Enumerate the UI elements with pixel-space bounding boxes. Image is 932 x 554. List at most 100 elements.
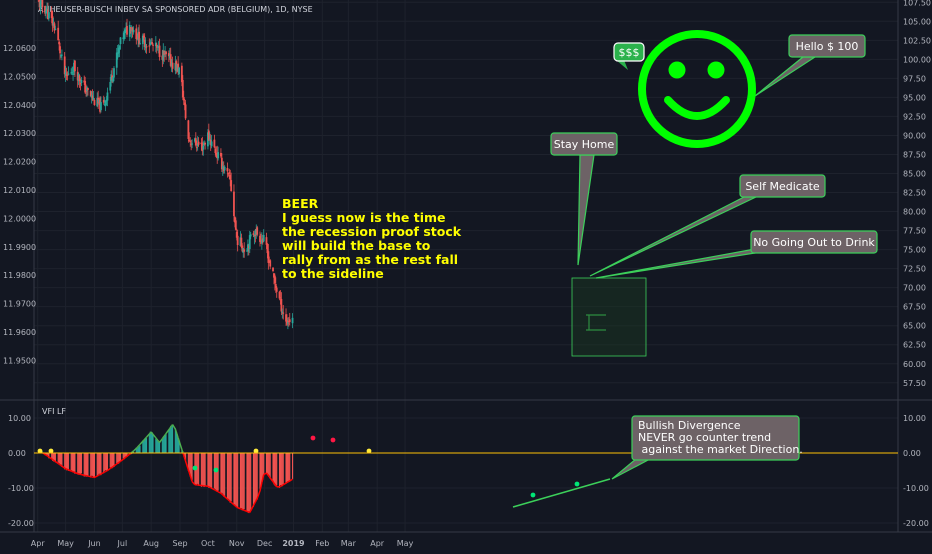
vfi-line-segment — [217, 491, 218, 492]
vfi-line-segment — [262, 479, 263, 483]
vfi-line-segment — [230, 501, 231, 502]
candle-body — [214, 140, 216, 148]
candle-body — [211, 141, 213, 146]
vfi-line-segment — [260, 487, 261, 491]
vfi-line-segment — [157, 439, 158, 440]
vfi-line-segment — [253, 504, 254, 506]
candle-body — [81, 80, 83, 83]
vfi-line-segment — [111, 467, 112, 468]
vfi-line-segment — [165, 434, 166, 435]
vfi-line-segment — [54, 460, 55, 461]
divergence-line-text: against the market Direction. — [638, 443, 803, 456]
vfi-line-segment — [190, 476, 191, 479]
vfi-line-segment — [46, 455, 47, 456]
vfi-line-segment — [274, 483, 275, 484]
vfi-title: VFI LF — [42, 407, 66, 416]
price-tick-label: 77.50 — [903, 227, 926, 236]
left-tick-label: 12.0400 — [3, 101, 36, 110]
candle-body — [272, 268, 274, 271]
left-tick-label: 11.9600 — [3, 328, 36, 337]
vfi-tick-label-right: -10.00 — [903, 484, 929, 493]
vfi-line-segment — [100, 474, 101, 475]
candle-body — [289, 319, 291, 322]
time-tick-label: Mar — [341, 539, 357, 548]
vfi-line-segment — [144, 439, 145, 440]
vfi-line-segment — [211, 488, 212, 489]
vfi-line-segment — [138, 445, 139, 446]
left-tick-label: 12.0300 — [3, 129, 36, 138]
vfi-line-segment — [104, 472, 105, 473]
vfi-line-segment — [287, 482, 288, 483]
candle-body — [250, 234, 252, 236]
candle-body — [178, 68, 180, 75]
time-tick-label: Apr — [31, 539, 46, 548]
vfi-line-segment — [236, 506, 237, 507]
candle-body — [237, 236, 239, 245]
candle-body — [172, 63, 174, 69]
vfi-line-segment — [59, 464, 60, 465]
candle-body — [243, 249, 245, 251]
vfi-signal-dot — [214, 468, 219, 473]
vfi-tick-label-left: 10.00 — [8, 414, 31, 423]
vfi-line-segment — [139, 444, 140, 445]
price-tick-label: 107.50 — [903, 0, 931, 7]
vfi-line-segment — [118, 463, 119, 464]
vfi-tick-label-right: 0.00 — [903, 449, 921, 458]
callout-label: Self Medicate — [745, 180, 820, 193]
vfi-line-segment — [163, 436, 164, 437]
vfi-line-segment — [146, 437, 147, 438]
price-tick-label: 102.50 — [903, 36, 931, 45]
vfi-signal-dot — [575, 482, 580, 487]
vfi-line-segment — [256, 499, 257, 501]
candle-body — [126, 26, 128, 35]
vfi-line-segment — [53, 460, 54, 461]
callout-label: Stay Home — [554, 138, 615, 151]
candle-body — [41, 0, 43, 7]
vfi-line-segment — [273, 482, 274, 483]
vfi-signal-dot — [193, 466, 198, 471]
vfi-line-segment — [88, 476, 91, 477]
left-tick-label: 11.9800 — [3, 271, 36, 280]
smiley-left-eye — [669, 62, 686, 79]
vfi-line-segment — [189, 473, 190, 476]
candle-body — [94, 100, 96, 105]
vfi-line-segment — [244, 510, 247, 511]
vfi-line-segment — [208, 486, 209, 487]
vfi-line-segment — [238, 508, 241, 509]
left-tick-label: 12.0500 — [3, 72, 36, 81]
beer-note-line: to the sideline — [282, 266, 384, 281]
vfi-line-segment — [152, 433, 153, 434]
price-tick-label: 97.50 — [903, 74, 926, 83]
vfi-tick-label-left: 0.00 — [8, 449, 26, 458]
time-tick-label: Oct — [201, 539, 215, 548]
vfi-line-segment — [98, 475, 99, 476]
candle-body — [100, 102, 102, 110]
vfi-line-segment — [117, 463, 118, 464]
vfi-line-segment — [267, 473, 268, 474]
price-tick-label: 92.50 — [903, 112, 926, 121]
vfi-line-segment — [58, 464, 59, 465]
vfi-line-segment — [126, 456, 127, 457]
vfi-line-segment — [151, 432, 152, 433]
vfi-signal-dot — [531, 493, 536, 498]
vfi-line-segment — [120, 461, 121, 462]
vfi-tick-label-right: -20.00 — [903, 519, 929, 528]
vfi-line-segment — [227, 499, 228, 500]
time-tick-label: May — [57, 539, 74, 548]
vfi-line-segment — [48, 456, 49, 457]
candle-body — [87, 88, 89, 90]
smiley-right-eye — [708, 62, 725, 79]
candle-body — [217, 152, 219, 158]
vfi-line-segment — [255, 500, 256, 502]
candle-body — [263, 235, 265, 241]
time-tick-label: Apr — [370, 539, 385, 548]
vfi-line-segment — [214, 490, 215, 491]
candle-body — [185, 104, 187, 118]
chart-title: ANHEUSER-BUSCH INBEV SA SPONSORED ADR (B… — [38, 5, 313, 14]
price-tick-label: 105.00 — [903, 17, 931, 26]
vfi-line-segment — [162, 437, 163, 438]
left-tick-label: 12.0600 — [3, 44, 36, 53]
beer-note-line: I guess now is the time — [282, 210, 446, 225]
